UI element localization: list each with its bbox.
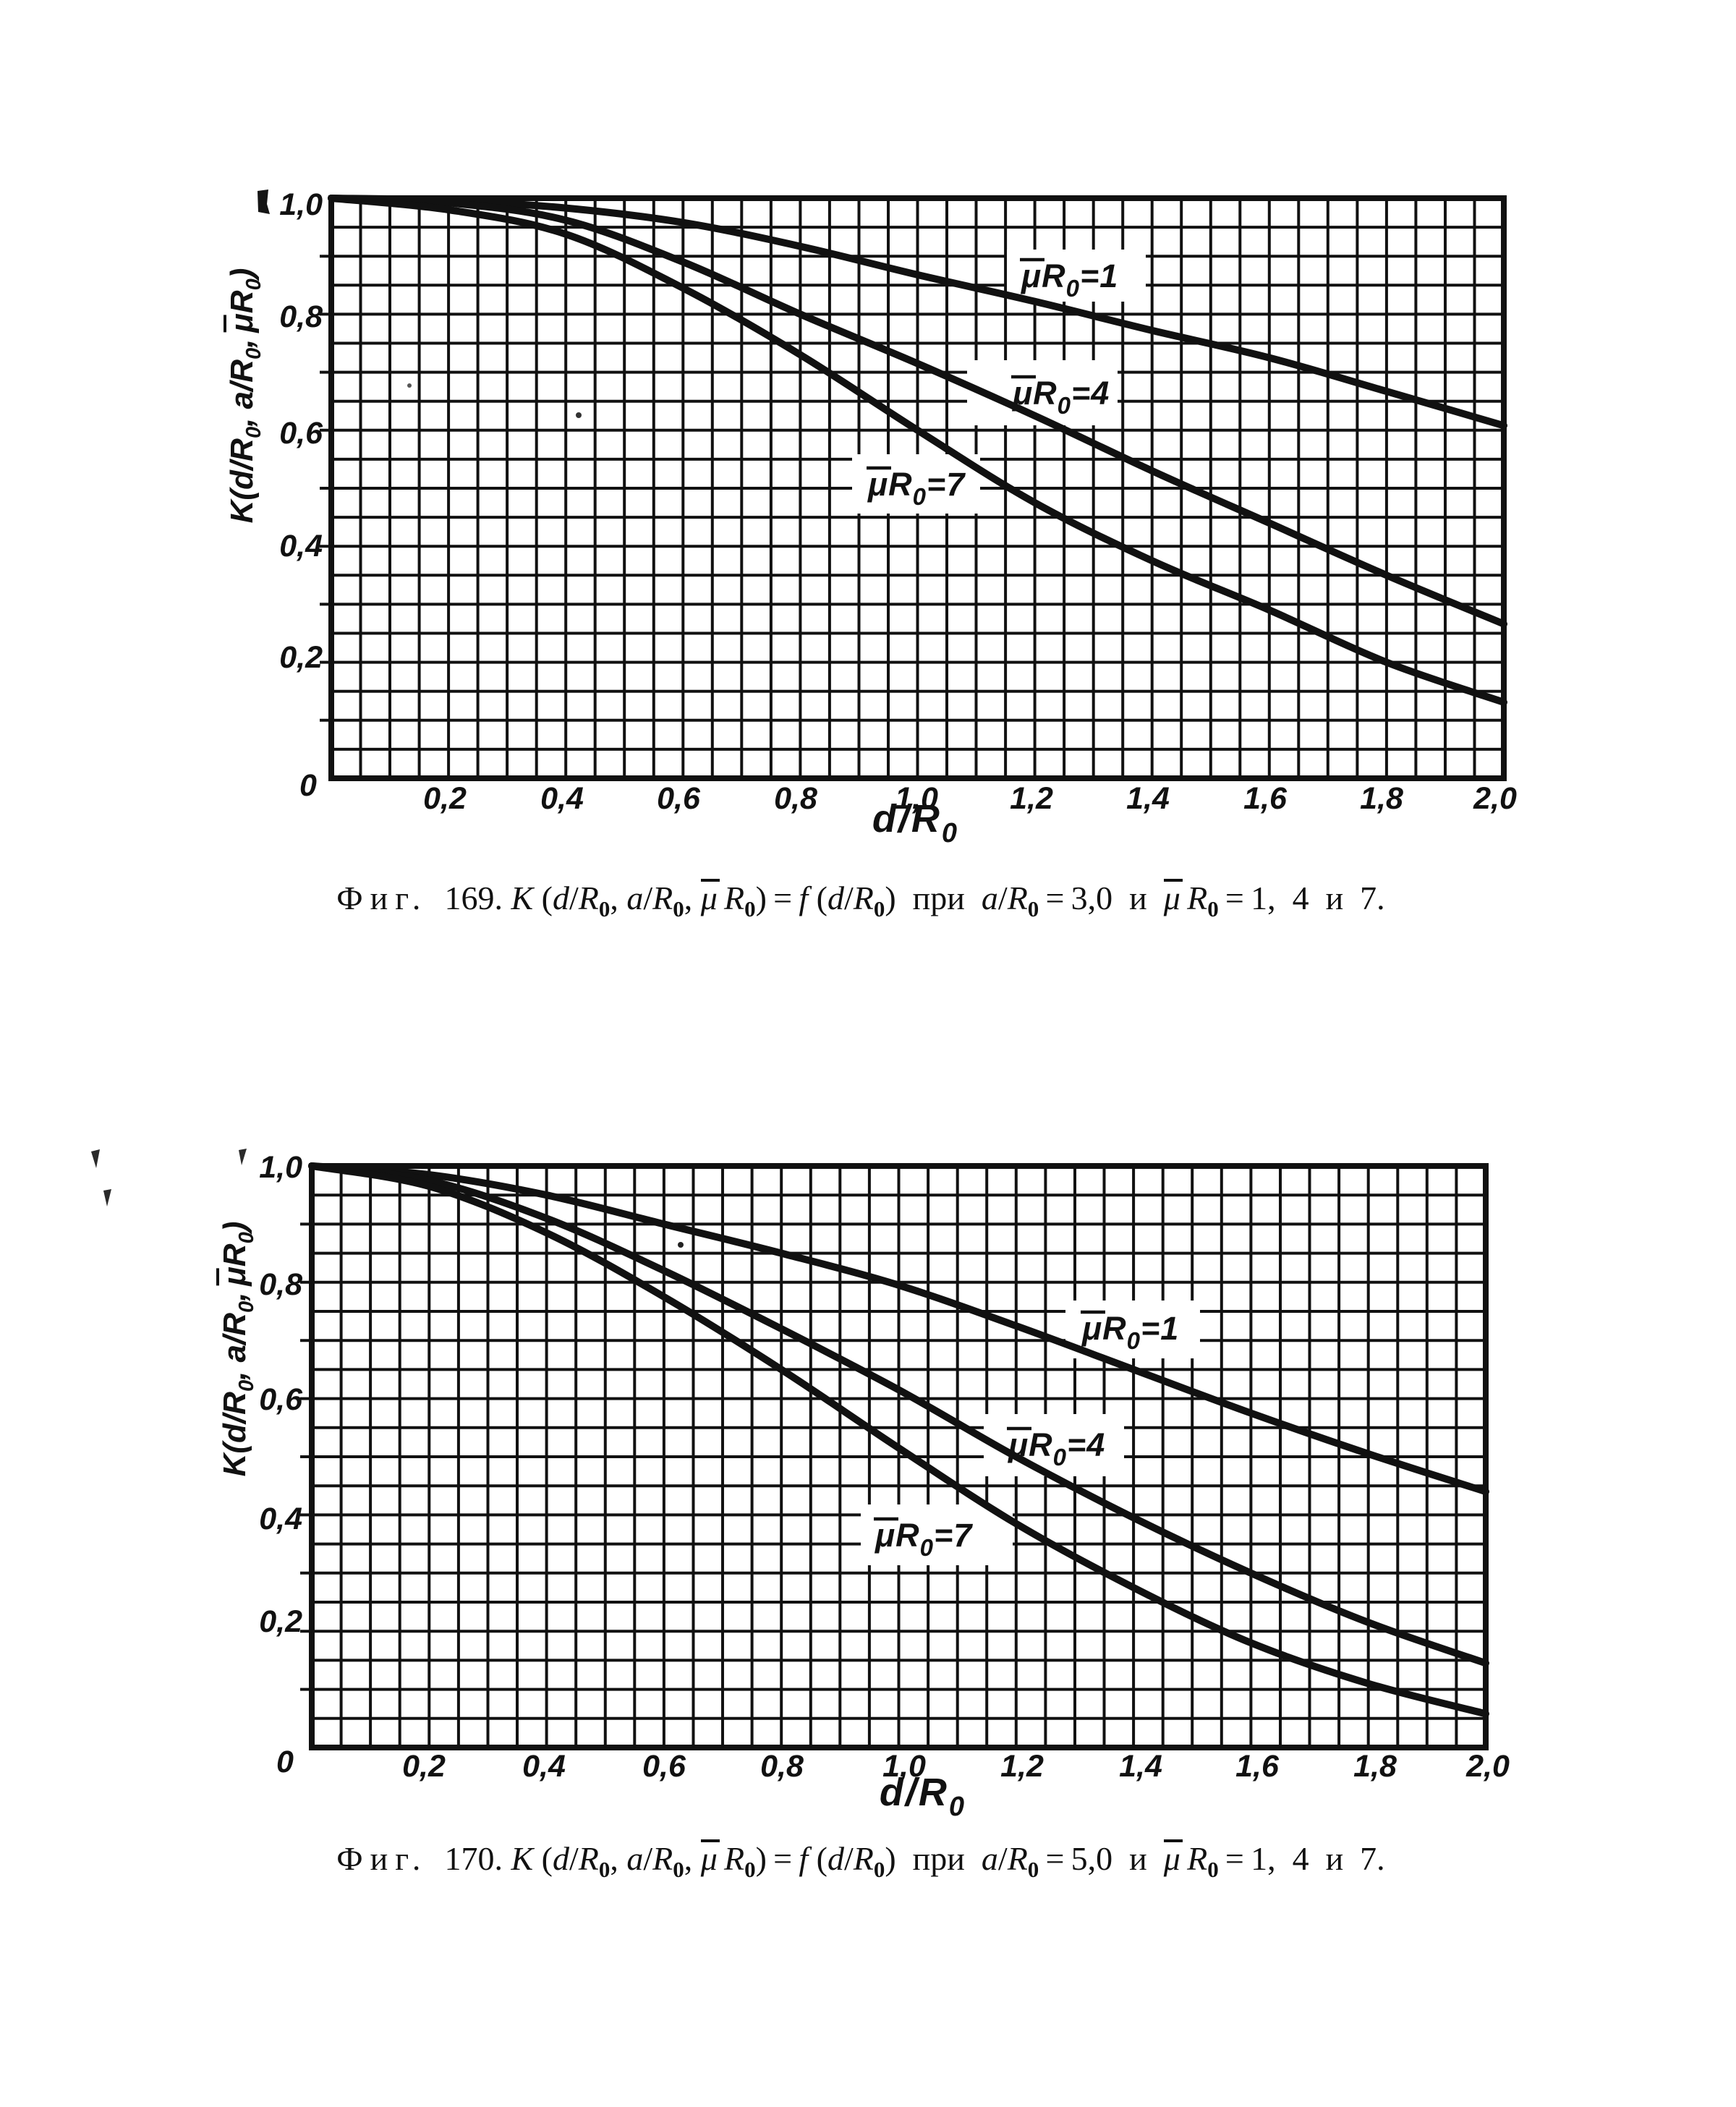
svg-text:0,4: 0,4 [522,1749,566,1784]
svg-text:1,6: 1,6 [1235,1749,1280,1784]
svg-text:1,2: 1,2 [1010,781,1053,816]
svg-text:0,2: 0,2 [402,1749,446,1784]
svg-text:1,0: 1,0 [895,781,938,816]
svg-text:d/R0: d/R0 [880,1771,966,1822]
svg-text:0,4: 0,4 [259,1502,302,1536]
svg-text:μR0=1: μR0=1 [1020,257,1118,302]
svg-text:0: 0 [299,768,317,803]
svg-text:1,4: 1,4 [1126,781,1170,816]
svg-text:d/R0: d/R0 [872,797,959,848]
svg-text:0,2: 0,2 [279,640,323,675]
svg-text:0,8: 0,8 [774,781,817,816]
svg-text:0: 0 [276,1745,294,1779]
svg-text:0,6: 0,6 [279,416,323,451]
svg-text:0,4: 0,4 [540,781,584,816]
svg-text:2,0: 2,0 [1473,781,1517,816]
svg-text:0,8: 0,8 [760,1749,804,1784]
svg-text:2,0: 2,0 [1465,1749,1510,1784]
svg-text:1,0: 1,0 [279,187,323,222]
svg-text:1,0: 1,0 [259,1150,302,1185]
svg-text:1,8: 1,8 [1353,1749,1397,1784]
svg-text:1,0: 1,0 [882,1749,926,1784]
svg-text:0,8: 0,8 [259,1267,302,1302]
svg-text:0,4: 0,4 [279,529,323,563]
svg-text:1,4: 1,4 [1119,1749,1162,1784]
svg-text:μR0=4: μR0=4 [1007,1426,1105,1470]
svg-text:0,2: 0,2 [423,781,467,816]
svg-text:0,2: 0,2 [259,1604,302,1639]
svg-text:0,8: 0,8 [279,299,323,334]
svg-text:1,6: 1,6 [1243,781,1288,816]
svg-text:0,6: 0,6 [259,1382,303,1417]
svg-text:0,6: 0,6 [657,781,701,816]
svg-text:0,6: 0,6 [642,1749,686,1784]
svg-text:1,8: 1,8 [1360,781,1403,816]
svg-text:1,2: 1,2 [1000,1749,1044,1784]
